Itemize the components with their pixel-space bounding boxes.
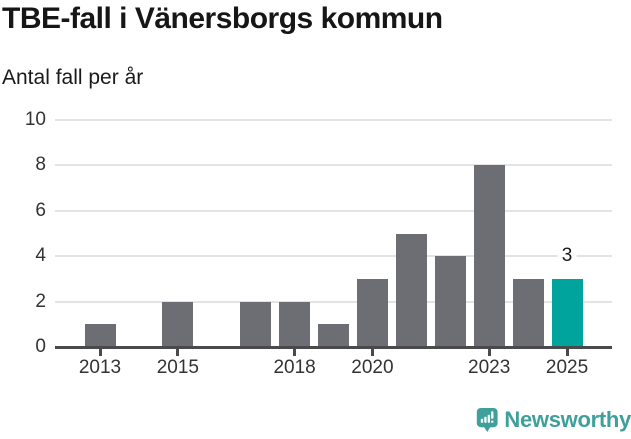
gridline-y-10 (55, 119, 612, 121)
gridline-y-8 (55, 164, 612, 167)
x-axis-tick (487, 349, 491, 356)
chart-title: TBE-fall i Vänersborgs kommun (2, 2, 443, 35)
x-axis-tick-label: 2025 (545, 357, 589, 378)
x-axis-tick-label: 2020 (351, 357, 394, 378)
bar-2018 (279, 301, 311, 347)
x-axis-tick (293, 349, 297, 356)
gridline-y-4 (55, 255, 612, 258)
gridline-y-2 (55, 300, 612, 303)
y-axis-tick-label: 0 (35, 336, 46, 357)
bar-2025 (551, 278, 583, 347)
x-axis-tick-label: 2013 (78, 357, 122, 378)
bar-2015 (162, 301, 194, 347)
y-axis-tick-label: 2 (35, 290, 46, 312)
x-axis-tick (565, 349, 569, 356)
bar-2024 (512, 278, 544, 347)
newsworthy-logo-icon (476, 407, 498, 433)
bar-value-label: 3 (557, 244, 577, 267)
bar-2021 (395, 233, 427, 347)
brand-name: Newsworthy (504, 407, 631, 432)
brand-footer: Newsworthy (476, 403, 631, 437)
bar-2019 (318, 324, 350, 347)
y-axis-tick-label: 4 (35, 245, 46, 267)
x-axis-line (55, 346, 612, 349)
y-axis-tick-label: 8 (35, 154, 46, 176)
x-axis-tick-label: 2023 (468, 357, 511, 378)
bar-2017 (240, 301, 272, 347)
x-axis-tick-label: 2018 (273, 357, 316, 378)
y-axis-tick-label: 10 (24, 109, 46, 130)
x-axis-tick (176, 349, 180, 356)
gridline-y-6 (55, 209, 612, 212)
x-axis-tick (98, 349, 102, 356)
bar-2013 (84, 324, 116, 347)
bar-2022 (434, 256, 466, 347)
bar-2023 (473, 165, 505, 347)
y-axis-description: Antal fall per år (2, 66, 144, 89)
x-axis-tick (370, 349, 374, 356)
y-axis-tick-label: 6 (35, 199, 46, 221)
x-axis-tick-label: 2015 (156, 357, 199, 378)
bar-2020 (356, 278, 388, 347)
